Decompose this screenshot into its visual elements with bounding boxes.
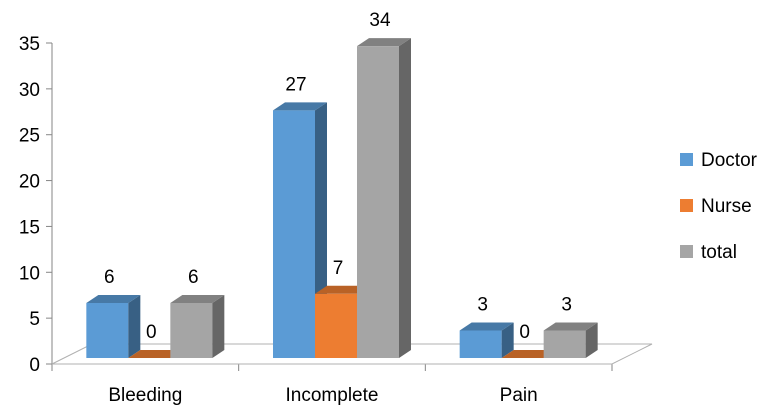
bar-top — [86, 294, 141, 303]
bar-doctor-bleeding — [86, 294, 141, 358]
y-tick-label: 0 — [29, 355, 40, 376]
bar-front — [357, 46, 399, 359]
bar-top — [273, 102, 327, 111]
bar-top — [128, 350, 183, 358]
bar-side — [128, 294, 141, 358]
bar-side — [212, 294, 225, 358]
data-label-nurse-bleeding: 0 — [146, 322, 157, 343]
data-label-total-pain: 3 — [561, 294, 572, 315]
bars — [86, 38, 598, 359]
bar-side — [585, 322, 598, 358]
bar-nurse-bleeding — [128, 350, 183, 359]
legend-swatch-doctor — [680, 153, 693, 166]
bar-doctor-pain — [459, 322, 514, 358]
bar-front — [170, 302, 213, 358]
bar-side — [399, 38, 411, 359]
bar-top — [170, 294, 225, 303]
data-label-nurse-incomplete: 7 — [333, 258, 344, 279]
legend-label-total: total — [701, 242, 737, 263]
data-label-nurse-pain: 0 — [519, 322, 530, 343]
bar-total-incomplete — [357, 38, 411, 359]
bar-side — [501, 322, 514, 358]
bar-top — [501, 350, 556, 358]
data-label-doctor-incomplete: 27 — [285, 74, 306, 95]
legend: Doctor Nurse total — [680, 150, 758, 263]
bar-front — [86, 302, 129, 358]
data-label-doctor-bleeding: 6 — [104, 267, 115, 288]
bar-top — [357, 38, 411, 47]
bar-doctor-incomplete — [273, 102, 327, 358]
legend-label-doctor: Doctor — [701, 150, 758, 171]
legend-swatch-total — [680, 245, 693, 258]
bar-front — [459, 330, 502, 358]
data-labels: 6 0 6 27 7 34 3 0 3 — [104, 10, 572, 343]
bar-nurse-pain — [501, 350, 556, 359]
legend-label-nurse: Nurse — [701, 196, 752, 217]
y-tick-label: 25 — [19, 126, 40, 147]
y-tick-label: 30 — [19, 80, 40, 101]
y-tick-label: 10 — [19, 263, 40, 284]
bar-front — [273, 110, 315, 358]
y-tick-label: 35 — [19, 34, 40, 55]
bar-top — [315, 285, 369, 294]
bar-top — [543, 322, 598, 331]
data-label-total-incomplete: 34 — [369, 10, 391, 31]
data-label-doctor-pain: 3 — [477, 294, 488, 315]
bar-front — [543, 330, 586, 358]
bar-total-pain — [543, 322, 598, 358]
legend-swatch-nurse — [680, 199, 693, 212]
x-tick-label: Pain — [500, 385, 538, 406]
y-tick-label: 20 — [19, 172, 40, 193]
bar-front — [315, 293, 357, 358]
data-label-total-bleeding: 6 — [188, 267, 199, 288]
y-tick-label: 15 — [19, 217, 40, 238]
x-tick-label: Bleeding — [108, 385, 182, 406]
x-tick-label: Incomplete — [286, 385, 379, 406]
bar-total-bleeding — [170, 294, 225, 358]
y-tick-label: 5 — [29, 309, 40, 330]
bar-top — [459, 322, 514, 331]
